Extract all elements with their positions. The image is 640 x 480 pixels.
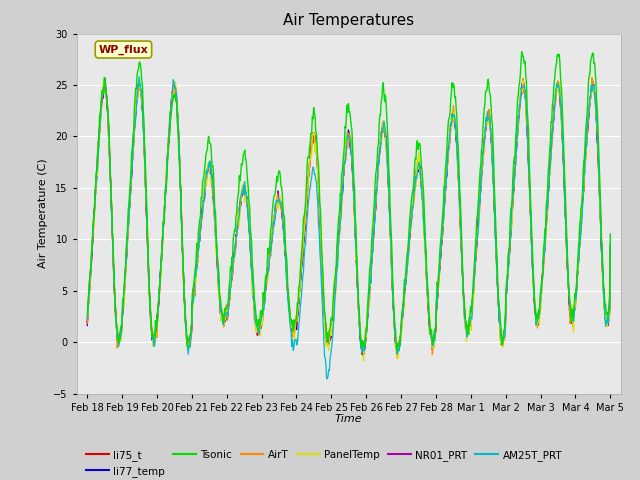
Y-axis label: Air Temperature (C): Air Temperature (C): [38, 159, 48, 268]
Text: WP_flux: WP_flux: [99, 44, 148, 55]
Title: Air Temperatures: Air Temperatures: [284, 13, 414, 28]
Legend: li75_t, li77_temp, Tsonic, AirT, PanelTemp, NR01_PRT, AM25T_PRT: li75_t, li77_temp, Tsonic, AirT, PanelTe…: [82, 445, 566, 480]
X-axis label: Time: Time: [335, 414, 363, 424]
